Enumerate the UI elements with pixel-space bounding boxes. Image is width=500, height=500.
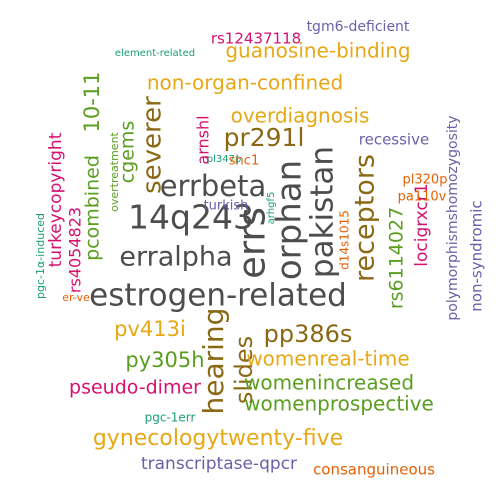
cloud-word: rs6114027 [386,207,408,309]
cloud-word: pp386s [264,320,353,348]
cloud-word: pa110v [398,190,447,205]
cloud-word: transcriptase-qpcr [141,454,297,474]
cloud-word: pr291l [224,123,305,152]
cloud-word: er-ve [62,291,90,304]
cloud-word: pseudo-dimer [69,377,201,399]
cloud-word: guanosine-binding [225,39,410,63]
cloud-word: rs12437118 [211,30,301,48]
cloud-word: severer [138,96,168,194]
cloud-word: gynecologytwenty-five [93,426,343,451]
cloud-word: pv413i [114,317,186,341]
cloud-word: py305h [125,348,204,372]
cloud-word: receptors [350,154,381,282]
cloud-word: estrogen-related [89,278,347,314]
cloud-word: arnshl [194,115,213,164]
cloud-word: turkeycopyright [46,132,66,267]
cloud-word: pakistan [305,146,341,278]
cloud-word: pgc-1α-induced [34,213,47,299]
cloud-word: arhgf5 [266,192,277,225]
cloud-word: slides [230,336,258,404]
cloud-word: d14s1015 [338,210,352,270]
cloud-word: cgems [117,121,139,184]
cloud-word: overtreatment [108,131,121,211]
cloud-word: errbeta [160,169,267,203]
cloud-word: overdiagnosis [231,104,370,128]
cloud-word: locigrxcr1 [412,183,432,266]
cloud-word: non-organ-confined [147,71,343,95]
cloud-word: pl320p [403,173,448,188]
cloud-word: 10-11 [80,71,104,132]
cloud-word: element-related [115,48,195,59]
cloud-word: erralpha [119,242,232,273]
cloud-word: turkish [204,199,249,214]
cloud-word: shc1 [229,154,259,169]
cloud-word: womenincreased [244,371,414,395]
cloud-word: pl347p [207,154,242,165]
cloud-word: hearing [197,308,230,415]
cloud-word: womenreal-time [246,347,409,371]
cloud-word: orphan [270,160,310,280]
cloud-word: recessive [359,131,429,149]
cloud-word: non-syndromic [468,200,486,311]
cloud-word: rs4054823 [66,207,85,293]
cloud-word: polymorphismshomozygosity [445,115,461,320]
cloud-word: pcombined [82,155,104,261]
cloud-word: errs [231,207,274,279]
cloud-word: pgc-1err [145,411,196,425]
cloud-word: consanguineous [313,461,435,479]
cloud-word: 14q243 [128,198,254,237]
cloud-word: tgm6-deficient [307,19,410,35]
cloud-word: womenprospective [244,392,434,416]
